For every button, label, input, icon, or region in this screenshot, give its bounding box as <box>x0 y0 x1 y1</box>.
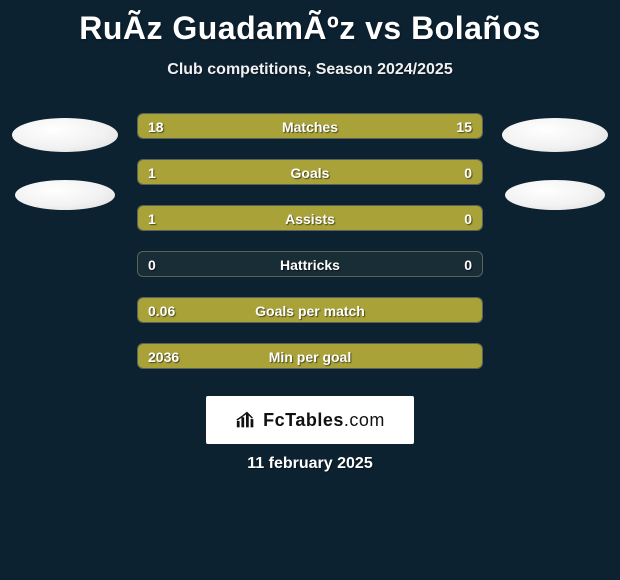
page-subtitle: Club competitions, Season 2024/2025 <box>0 61 620 79</box>
stat-label: Matches <box>282 114 338 139</box>
stat-right-value: 15 <box>456 114 472 139</box>
stat-label: Min per goal <box>269 344 351 369</box>
logo-text-fc: Fc <box>263 410 285 430</box>
player-right-placeholder <box>502 118 608 210</box>
player-left-placeholder <box>12 118 118 210</box>
stat-bar: 18 15 Matches <box>137 113 483 139</box>
stat-left-value: 1 <box>148 206 156 231</box>
player-left-body-icon <box>15 180 115 210</box>
bar-left-fill <box>138 206 399 230</box>
stat-label: Hattricks <box>280 252 340 277</box>
player-left-head-icon <box>12 118 118 152</box>
logo-text: FcTables.com <box>263 410 385 431</box>
stat-label: Goals per match <box>255 298 365 323</box>
stat-bar: 0.06 Goals per match <box>137 297 483 323</box>
stat-bar: 1 0 Assists <box>137 205 483 231</box>
bar-left-fill <box>138 160 399 184</box>
logo-text-suffix: .com <box>344 410 385 430</box>
stat-right-value: 0 <box>464 206 472 231</box>
stat-left-value: 0.06 <box>148 298 175 323</box>
stat-right-value: 0 <box>464 252 472 277</box>
stat-bar: 2036 Min per goal <box>137 343 483 369</box>
stat-label: Goals <box>291 160 330 185</box>
fctables-logo: FcTables.com <box>206 396 414 444</box>
player-right-head-icon <box>502 118 608 152</box>
stat-label: Assists <box>285 206 335 231</box>
player-right-body-icon <box>505 180 605 210</box>
stat-left-value: 0 <box>148 252 156 277</box>
logo-text-tables: Tables <box>285 410 344 430</box>
stat-left-value: 2036 <box>148 344 179 369</box>
stat-bar: 0 0 Hattricks <box>137 251 483 277</box>
page-title: RuÃ­z GuadamÃºz vs Bolaños <box>0 0 620 47</box>
stat-left-value: 18 <box>148 114 164 139</box>
comparison-infographic: RuÃ­z GuadamÃºz vs Bolaños Club competit… <box>0 0 620 580</box>
stat-left-value: 1 <box>148 160 156 185</box>
infographic-date: 11 february 2025 <box>247 455 372 473</box>
chart-icon <box>235 410 257 430</box>
stat-right-value: 0 <box>464 160 472 185</box>
stat-bar: 1 0 Goals <box>137 159 483 185</box>
